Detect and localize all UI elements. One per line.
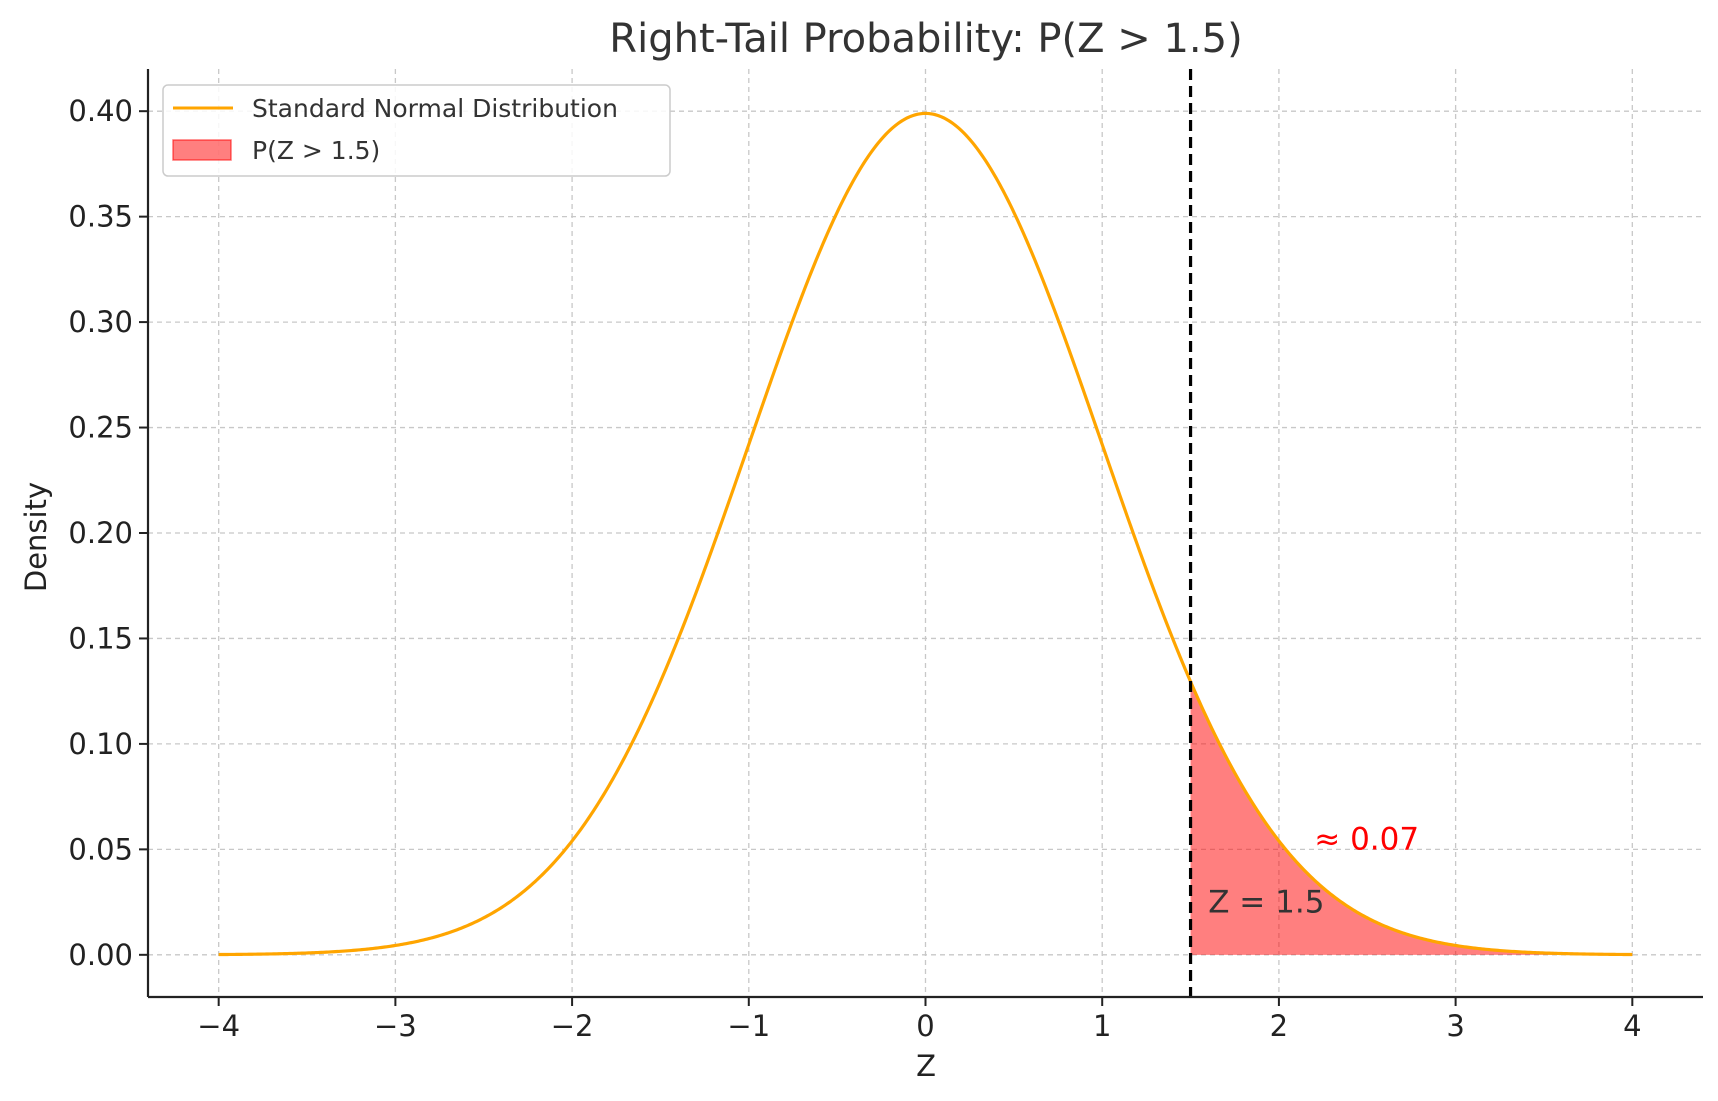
normal-curve — [218, 111, 1633, 957]
y-axis-label: Density — [19, 482, 53, 592]
probability-annotation: ≈ 0.07 — [1314, 821, 1419, 857]
x-tick-label: −4 — [197, 1009, 240, 1043]
y-tick-label: 0.35 — [68, 200, 133, 234]
legend-area-swatch — [172, 139, 232, 161]
grid — [148, 69, 1703, 997]
y-tick-label: 0.25 — [68, 411, 133, 445]
y-tick-label: 0.05 — [68, 832, 133, 866]
legend-entry-area: P(Z > 1.5) — [252, 136, 380, 165]
legend-frame — [162, 84, 671, 177]
tail-area — [1190, 681, 1633, 955]
threshold-annotation: Z = 1.5 — [1208, 885, 1324, 921]
ticks: −4 −3 −2 −1 0 1 2 3 4 0.00 0.05 0.10 0.15 0.20 0.25 0.3… — [68, 94, 1641, 1043]
x-tick-label: −2 — [551, 1009, 594, 1043]
x-tick-label: 4 — [1623, 1009, 1641, 1043]
tail-area-layer — [1190, 681, 1633, 955]
legend-entry-curve: Standard Normal Distribution — [252, 94, 618, 123]
y-tick-label: 0.10 — [68, 727, 133, 761]
x-tick-label: −3 — [374, 1009, 417, 1043]
chart-title: Right-Tail Probability: P(Z > 1.5) — [609, 16, 1242, 62]
y-tick-label: 0.15 — [68, 621, 133, 655]
x-tick-label: 3 — [1446, 1009, 1464, 1043]
y-tick-label: 0.20 — [68, 516, 133, 550]
x-tick-label: 2 — [1270, 1009, 1288, 1043]
x-tick-label: −1 — [727, 1009, 770, 1043]
y-tick-label: 0.00 — [68, 938, 133, 972]
curve-layer — [218, 111, 1633, 957]
x-axis-label: Z — [916, 1049, 936, 1083]
y-tick-label: 0.30 — [68, 305, 133, 339]
legend: Standard Normal Distribution P(Z > 1.5) — [162, 84, 671, 177]
x-tick-label: 1 — [1093, 1009, 1111, 1043]
x-tick-label: 0 — [916, 1009, 934, 1043]
annotations: Z = 1.5 ≈ 0.07 — [1208, 821, 1419, 920]
y-tick-label: 0.40 — [68, 94, 133, 128]
